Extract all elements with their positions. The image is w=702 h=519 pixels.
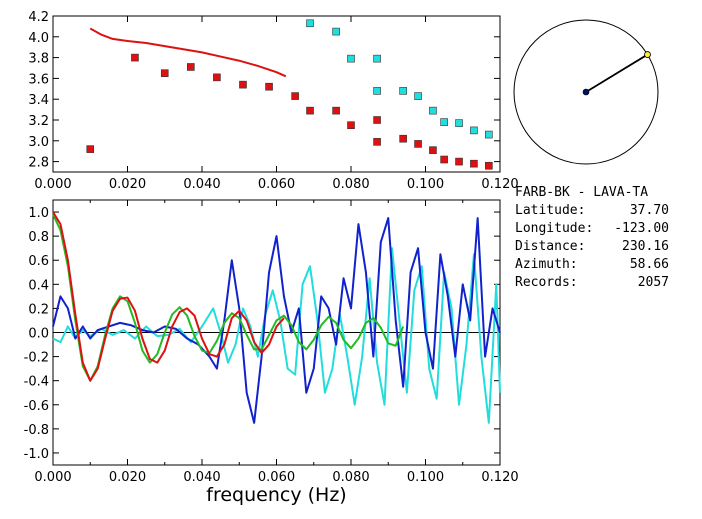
red-velocity-point [306,106,314,115]
red-velocity-point [440,155,448,164]
red-velocity-point [373,116,381,124]
azimuth-circle [513,19,659,165]
azimuth-dial [513,19,659,165]
red-velocity-point [265,82,273,91]
blue-spectrum-line [52,217,501,424]
dispersion-plot: 0.000 0.020 0.040 0.060 0.080 0.100 0.120 2.8 3.… [28,10,518,192]
info-label: Records: [515,275,578,290]
cyan-velocity-point [332,27,340,36]
y-tick-label: 3.6 [28,72,49,87]
red-velocity-point [187,63,195,71]
red-velocity-point [429,146,437,154]
y-tick-label: 4.0 [28,31,49,46]
info-label: Latitude: [515,203,586,218]
cyan-velocity-point [429,106,437,115]
x-axis-label: frequency (Hz) [206,484,346,506]
y-tick-label: 0.8 [28,230,49,245]
x-tick-label: 0.060 [258,177,295,192]
group-velocity-curve [89,27,287,78]
cyan-velocity-point [455,119,463,127]
cyan-velocity-point [306,19,314,28]
info-row-azimuth: Azimuth: 58.66 [515,256,700,274]
y-tick-label: 4.2 [28,10,49,25]
station-pair: FARB-BK - LAVA-TA [515,185,649,200]
dispersion-plot-ticks: 0.000 0.020 0.040 0.060 0.080 0.100 0.120 2.8 3.… [28,10,518,192]
dispersion-plot-marks [86,19,493,170]
y-tick-label: 3.4 [28,93,49,108]
x-tick-label: 0.000 [34,470,71,485]
info-value: 2057 [637,275,669,290]
cyan-velocity-point [399,87,407,95]
info-label: Distance: [515,239,586,254]
x-tick-label: 0.020 [109,470,146,485]
red-velocity-point [470,159,478,168]
red-velocity-point [160,69,169,77]
info-row-records: Records: 2057 [515,274,700,292]
y-tick-label: 0.6 [28,254,49,269]
y-tick-label: 1.0 [28,206,49,221]
red-spectrum-line [52,211,285,382]
y-tick-label: 0.4 [28,278,49,293]
station-target-marker [644,51,651,58]
y-tick-label: 3.2 [28,114,49,129]
red-velocity-point [455,157,463,166]
spectrum-plot-marks [52,211,501,424]
y-tick-label: -1.0 [24,447,49,462]
y-tick-label: -0.6 [24,399,49,414]
info-row-distance: Distance: 230.16 [515,238,700,256]
x-tick-label: 0.080 [332,470,369,485]
cyan-velocity-point [373,54,381,63]
spectrum-plot: 0.000 0.020 0.040 0.060 0.080 0.100 0.120 1.0 0.… [24,199,519,506]
red-velocity-point [373,138,381,146]
y-tick-label: 2.8 [28,156,49,171]
y-tick-label: -0.4 [24,375,49,390]
x-tick-label: 0.100 [407,177,444,192]
cyan-velocity-point [440,118,448,126]
red-velocity-point [414,140,422,148]
y-tick-label: 3.0 [28,135,49,150]
red-velocity-point [485,161,493,170]
cyan-velocity-point [373,87,381,95]
info-label: Longitude: [515,221,594,236]
info-row-longitude: Longitude: -123.00 [515,220,700,238]
cyan-spectrum-line [52,247,501,424]
station-origin-marker [582,88,590,96]
cyan-velocity-point [470,126,478,135]
red-velocity-point [347,121,355,129]
spectrum-plot-ticks: 0.000 0.020 0.040 0.060 0.080 0.100 0.120 1.0 0.… [24,200,519,485]
red-velocity-point [332,106,340,115]
x-tick-label: 0.040 [183,177,220,192]
azimuth-needle [585,53,648,93]
x-tick-label: 0.120 [481,470,518,485]
x-tick-label: 0.000 [34,177,71,192]
x-tick-label: 0.040 [183,470,220,485]
y-tick-label: 0.2 [28,302,49,317]
red-velocity-point [131,53,139,62]
red-velocity-point [213,73,221,82]
info-value: 37.70 [629,203,669,218]
y-tick-label: 0.0 [28,327,49,342]
red-velocity-point [239,80,247,89]
info-value: 58.66 [629,257,669,272]
y-tick-label: 3.8 [28,52,49,67]
info-row-latitude: Latitude: 37.70 [515,202,700,220]
cyan-velocity-point [347,54,355,63]
x-tick-label: 0.060 [258,470,295,485]
info-value: 230.16 [622,239,669,254]
y-tick-label: -0.2 [24,351,49,366]
info-label: Azimuth: [515,257,578,272]
red-velocity-point [291,92,299,100]
y-tick-label: -0.8 [24,423,49,438]
cyan-velocity-point [485,130,493,139]
x-tick-label: 0.080 [332,177,369,192]
station-info-panel: FARB-BK - LAVA-TA Latitude: 37.70 Longitu… [515,184,700,292]
x-tick-label: 0.020 [109,177,146,192]
x-tick-label: 0.120 [481,177,518,192]
red-velocity-point [86,145,95,153]
info-value: -123.00 [614,221,669,236]
cyan-velocity-point [414,92,422,100]
red-velocity-point [399,134,407,143]
x-tick-label: 0.100 [407,470,444,485]
